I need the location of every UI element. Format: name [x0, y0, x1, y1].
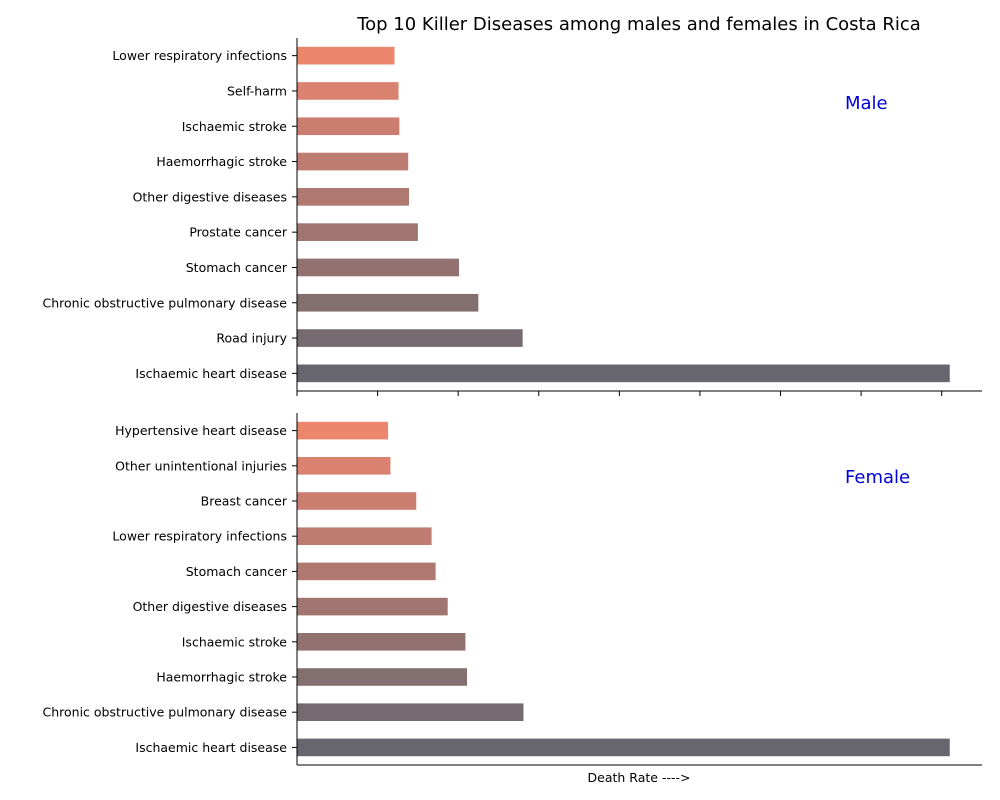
bar [297, 117, 400, 136]
panel-label-female: Female [845, 467, 910, 488]
panels: Ischaemic heart disease Road injury Chroni… [43, 38, 982, 766]
bar [297, 597, 448, 616]
y-tick-label: Stomach cancer [186, 564, 288, 579]
y-tick-label: Ischaemic heart disease [135, 366, 287, 381]
y-tick-label: Road injury [216, 331, 287, 346]
y-tick-label: Haemorrhagic stroke [156, 670, 287, 685]
y-tick-label: Lower respiratory infections [112, 529, 287, 544]
bar [297, 668, 468, 686]
bar [297, 527, 432, 545]
panel-label-male: Male [845, 93, 888, 114]
y-tick-label: Chronic obstructive pulmonary disease [43, 295, 288, 310]
bar [297, 562, 436, 581]
bar [297, 738, 950, 757]
bar [297, 329, 523, 347]
y-tick-label: Other digestive diseases [133, 599, 287, 614]
y-tick-label: Stomach cancer [186, 260, 288, 275]
y-tick-label: Breast cancer [201, 494, 288, 509]
bar [297, 223, 418, 241]
x-axis-title: Death Rate ----> [588, 770, 691, 785]
y-tick-label: Prostate cancer [189, 225, 287, 240]
y-tick-label: Other digestive diseases [133, 189, 287, 204]
bar [297, 46, 395, 65]
bar [297, 293, 479, 312]
bar [297, 258, 459, 277]
panel-male: Ischaemic heart disease Road injury Chroni… [43, 38, 982, 396]
y-tick-label: Self-harm [227, 83, 287, 98]
bar [297, 421, 389, 440]
bar [297, 82, 399, 100]
bar [297, 364, 950, 383]
y-tick-label: Chronic obstructive pulmonary disease [43, 705, 288, 720]
y-tick-label: Ischaemic stroke [182, 119, 288, 134]
bar [297, 457, 391, 475]
bar [297, 188, 410, 206]
panel-female: Ischaemic heart disease Chronic obstructi… [43, 413, 982, 766]
chart-title: Top 10 Killer Diseases among males and f… [356, 14, 921, 35]
y-tick-label: Haemorrhagic stroke [156, 154, 287, 169]
y-tick-label: Hypertensive heart disease [115, 423, 287, 438]
bar [297, 633, 466, 651]
bar [297, 492, 417, 510]
y-tick-label: Lower respiratory infections [112, 48, 287, 63]
y-tick-label: Other unintentional injuries [115, 458, 287, 473]
bar [297, 152, 409, 171]
y-tick-label: Ischaemic heart disease [135, 740, 287, 755]
bar [297, 703, 524, 721]
y-tick-label: Ischaemic stroke [182, 634, 288, 649]
